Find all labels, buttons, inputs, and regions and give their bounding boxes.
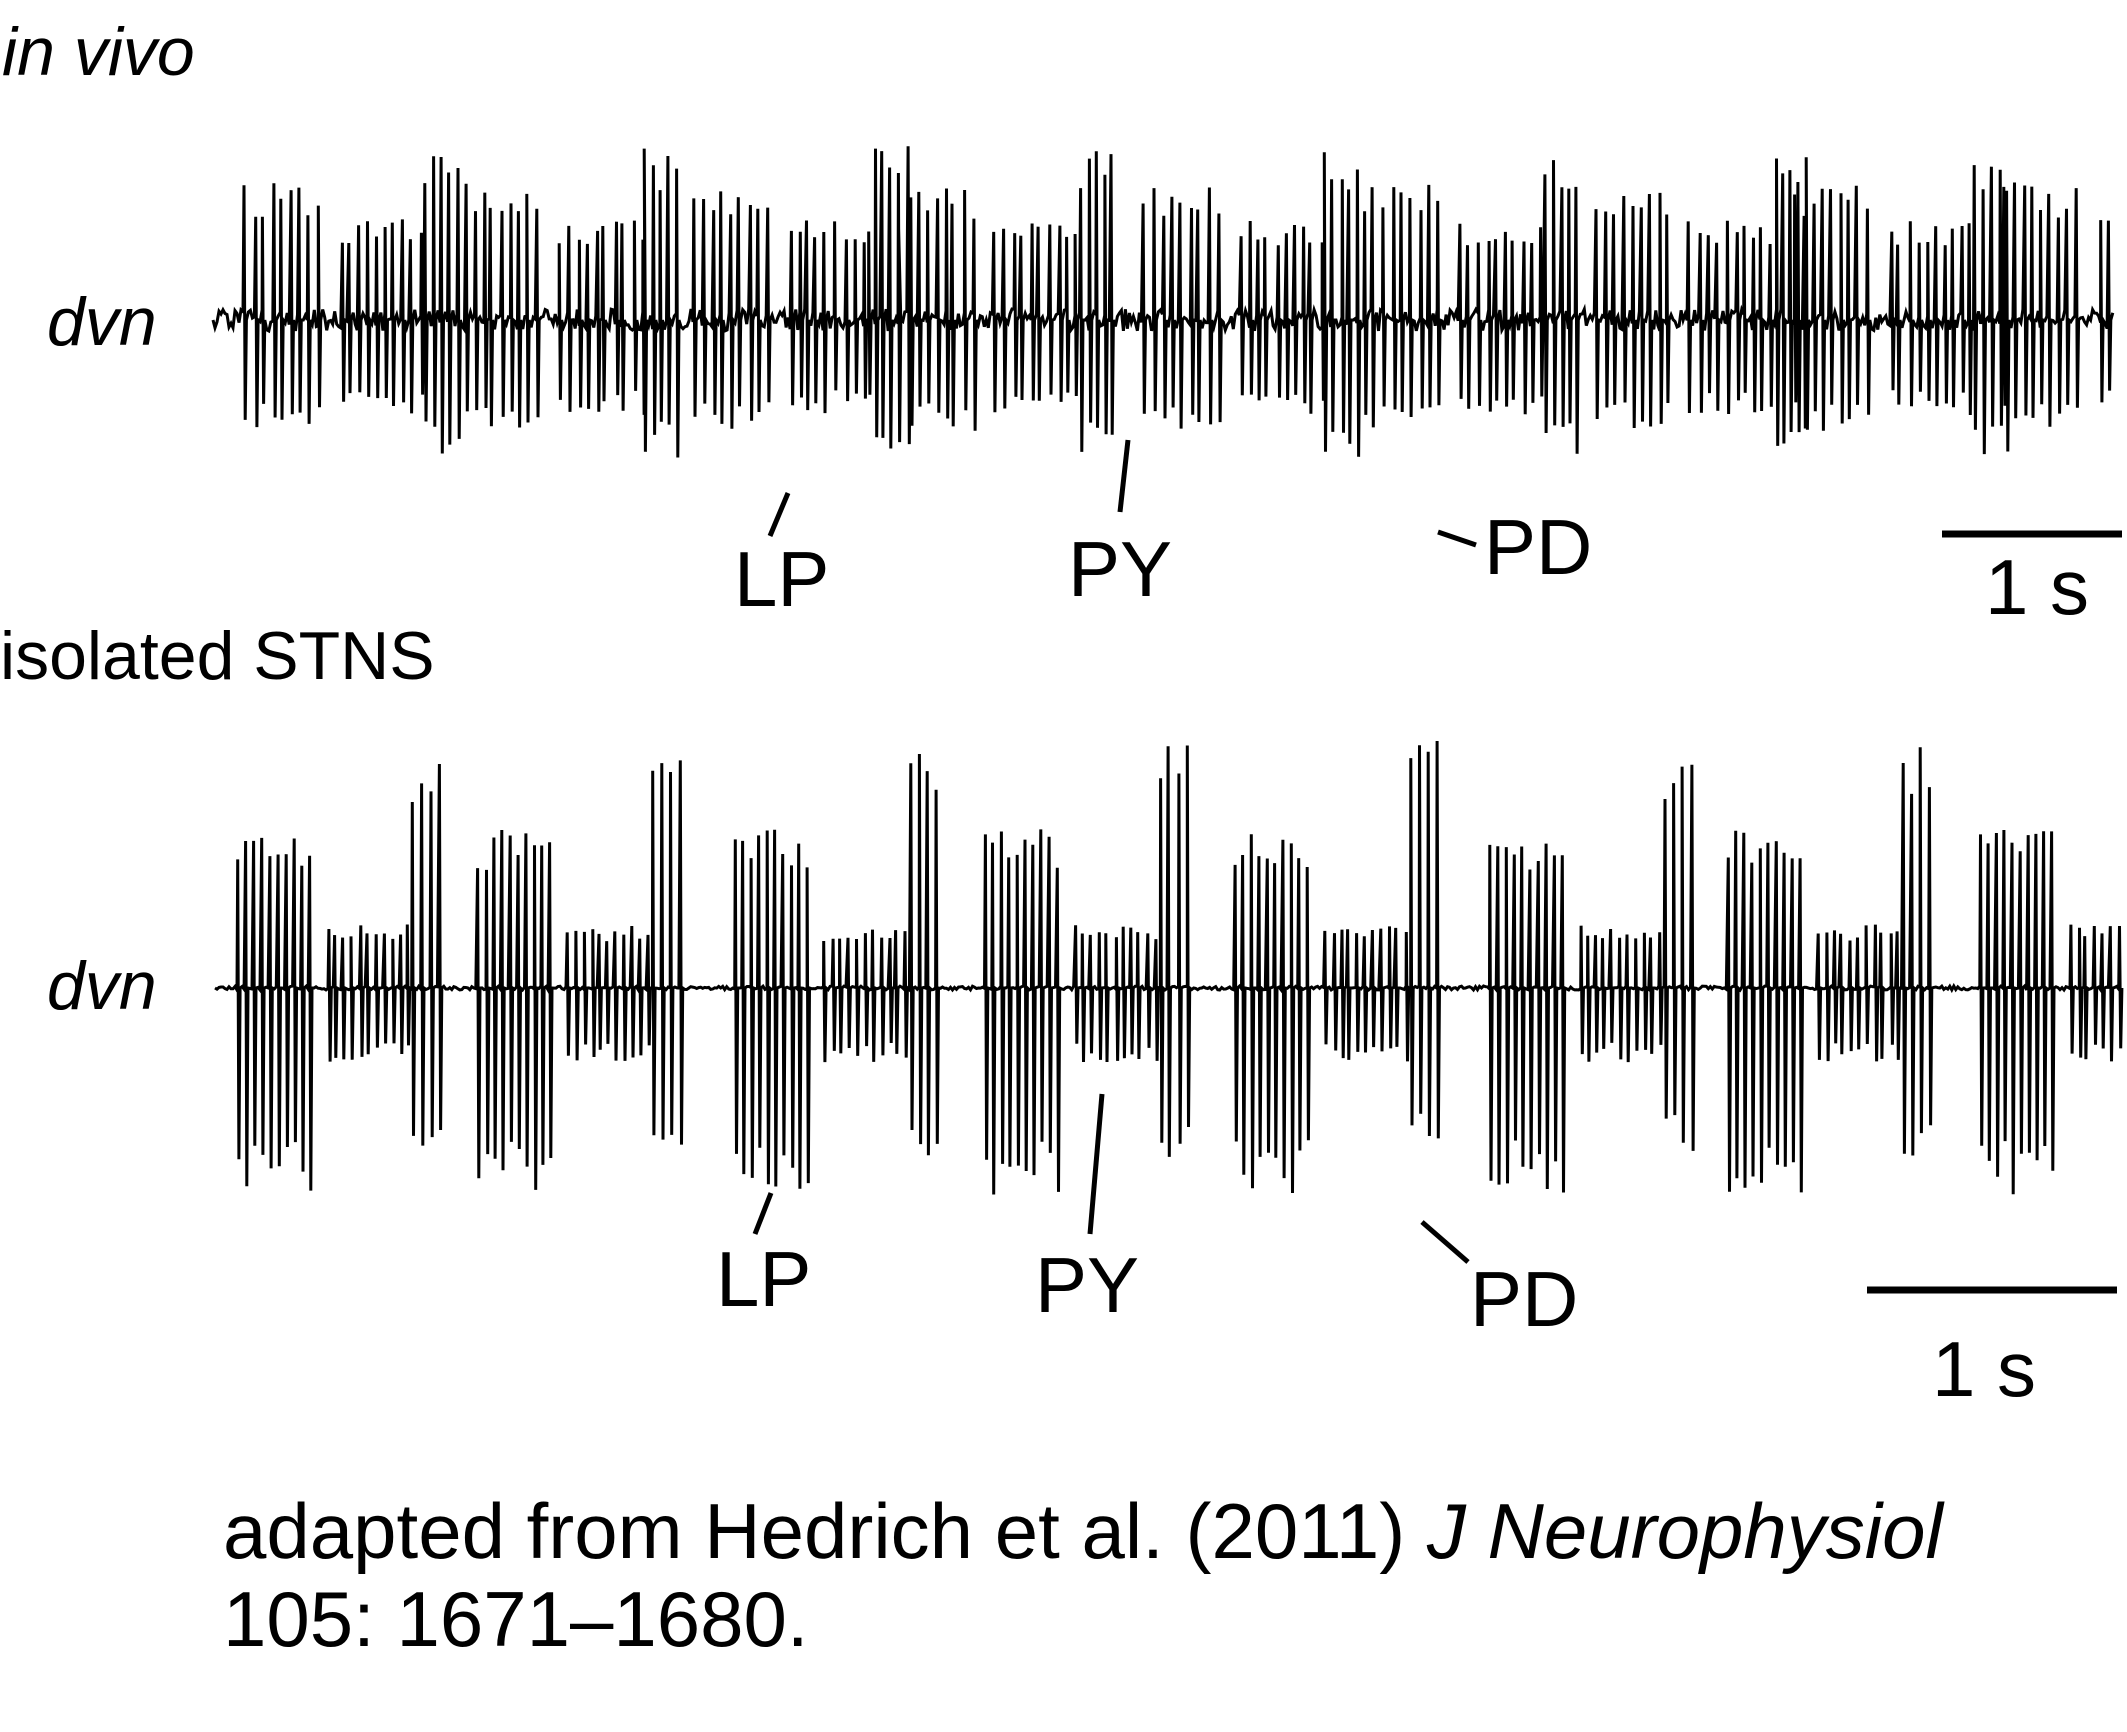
lead-line-lp-bottom	[752, 1192, 774, 1235]
lead-line-lp-top	[767, 492, 791, 537]
citation-journal: J Neurophysiol	[1426, 1487, 1943, 1575]
citation-line-1: adapted from Hedrich et al. (2011) J Neu…	[223, 1492, 1943, 1570]
channel-label-dvn-top: dvn	[47, 284, 157, 360]
citation-prefix: adapted from Hedrich et al. (2011)	[223, 1487, 1427, 1575]
unit-label-lp-bottom: LP	[716, 1235, 812, 1323]
channel-label-dvn-bottom: dvn	[47, 948, 157, 1024]
lead-line-py-top	[1117, 439, 1131, 513]
lead-line-pd-bottom	[1420, 1220, 1470, 1264]
panel-title-in-vivo: in vivo	[2, 14, 195, 90]
dvn-trace-isolated	[214, 740, 2124, 1294]
dvn-trace-in-vivo	[211, 146, 2122, 548]
panel-title-isolated-stns: isolated STNS	[0, 618, 435, 694]
unit-label-py-top: PY	[1068, 525, 1173, 613]
scale-label-bottom: 1 s	[1932, 1325, 2037, 1413]
unit-label-lp-top: LP	[734, 535, 830, 623]
unit-label-pd-top: PD	[1484, 503, 1593, 591]
lead-line-py-bottom	[1087, 1093, 1105, 1235]
lead-line-pd-top	[1437, 529, 1477, 548]
unit-label-pd-bottom: PD	[1470, 1255, 1579, 1343]
unit-label-py-bottom: PY	[1035, 1241, 1140, 1329]
citation-line-2: 105: 1671–1680.	[223, 1575, 809, 1663]
scale-label-top: 1 s	[1985, 543, 2090, 631]
